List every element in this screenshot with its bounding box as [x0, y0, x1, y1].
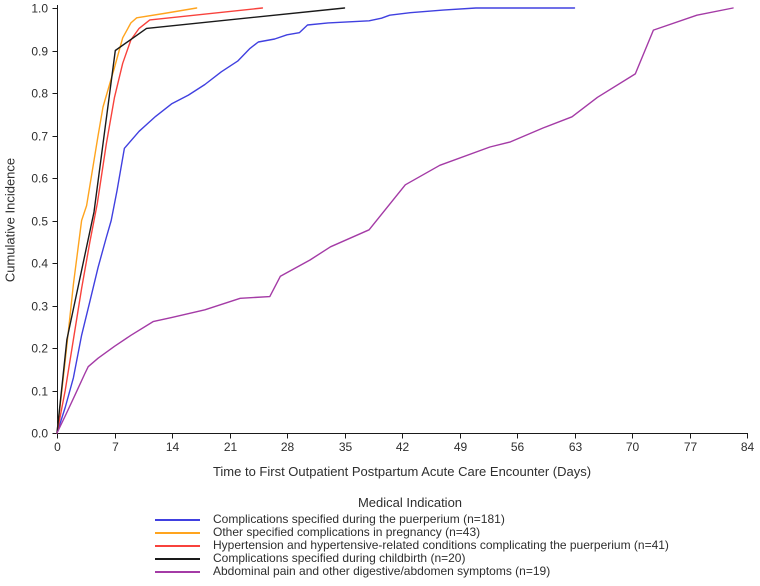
series-lines — [56, 7, 734, 434]
x-tick-label: 49 — [454, 440, 468, 454]
x-tick-label: 0 — [54, 440, 61, 454]
y-ticks: 0.0 0.1 0.2 0.3 0.4 0.5 0.6 0.7 0.8 0.9 1.0 — [31, 2, 58, 441]
series-line-0 — [56, 7, 576, 434]
legend-item: Abdominal pain and other digestive/abdom… — [155, 565, 665, 578]
series-line-3 — [56, 7, 346, 434]
legend-item-label: Complications specified during the puerp… — [213, 512, 505, 526]
y-tick-label: 0.6 — [31, 172, 48, 186]
legend-item-label: Other specified complications in pregnan… — [213, 525, 481, 539]
series-line-1 — [56, 7, 198, 434]
x-axis-title: Time to First Outpatient Postpartum Acut… — [212, 464, 592, 479]
legend-swatch-line — [155, 544, 200, 547]
y-tick-label: 0.4 — [31, 257, 48, 271]
legend-swatch-line — [155, 557, 200, 560]
x-tick-label: 7 — [112, 440, 119, 454]
legend-item: Other specified complications in pregnan… — [155, 526, 665, 539]
legend-item: Hypertension and hypertensive-related co… — [155, 539, 669, 552]
x-tick-label: 42 — [396, 440, 410, 454]
x-tick-label: 35 — [339, 440, 353, 454]
y-tick-label: 0.3 — [31, 300, 48, 314]
legend-swatch-line — [155, 570, 200, 573]
axes — [57, 5, 748, 434]
legend-swatch-line — [155, 518, 200, 521]
y-tick-label: 0.5 — [31, 215, 48, 229]
series-line-4 — [56, 7, 734, 434]
legend-title: Medical Indication — [357, 495, 463, 510]
x-tick-label: 77 — [684, 440, 698, 454]
legend-swatch-line — [155, 531, 200, 534]
x-tick-label: 14 — [166, 440, 180, 454]
legend: Medical Indication Complications specifi… — [155, 495, 669, 578]
x-tick-label: 28 — [281, 440, 295, 454]
y-tick-label: 0.2 — [31, 342, 48, 356]
legend-item-label: Hypertension and hypertensive-related co… — [213, 538, 669, 552]
y-axis-title: Cumulative Incidence — [2, 157, 18, 283]
x-tick-label: 56 — [511, 440, 525, 454]
legend-item: Complications specified during the puerp… — [155, 513, 665, 526]
legend-item-label: Complications specified during childbirt… — [213, 551, 466, 565]
y-tick-label: 0.9 — [31, 45, 48, 59]
x-tick-label: 21 — [224, 440, 238, 454]
y-tick-label: 0.0 — [31, 427, 48, 441]
series-line-2 — [56, 7, 264, 434]
x-tick-label: 63 — [569, 440, 583, 454]
y-tick-label: 0.7 — [31, 130, 48, 144]
legend-item: Complications specified during childbirt… — [155, 552, 665, 565]
y-tick-label: 0.1 — [31, 385, 48, 399]
x-ticks: 0 7 14 21 28 35 42 49 56 63 70 77 84 — [54, 433, 755, 454]
x-tick-label: 70 — [626, 440, 640, 454]
x-tick-label: 84 — [741, 440, 755, 454]
y-tick-label: 0.8 — [31, 87, 48, 101]
y-tick-label: 1.0 — [31, 2, 48, 16]
legend-item-label: Abdominal pain and other digestive/abdom… — [213, 564, 551, 578]
